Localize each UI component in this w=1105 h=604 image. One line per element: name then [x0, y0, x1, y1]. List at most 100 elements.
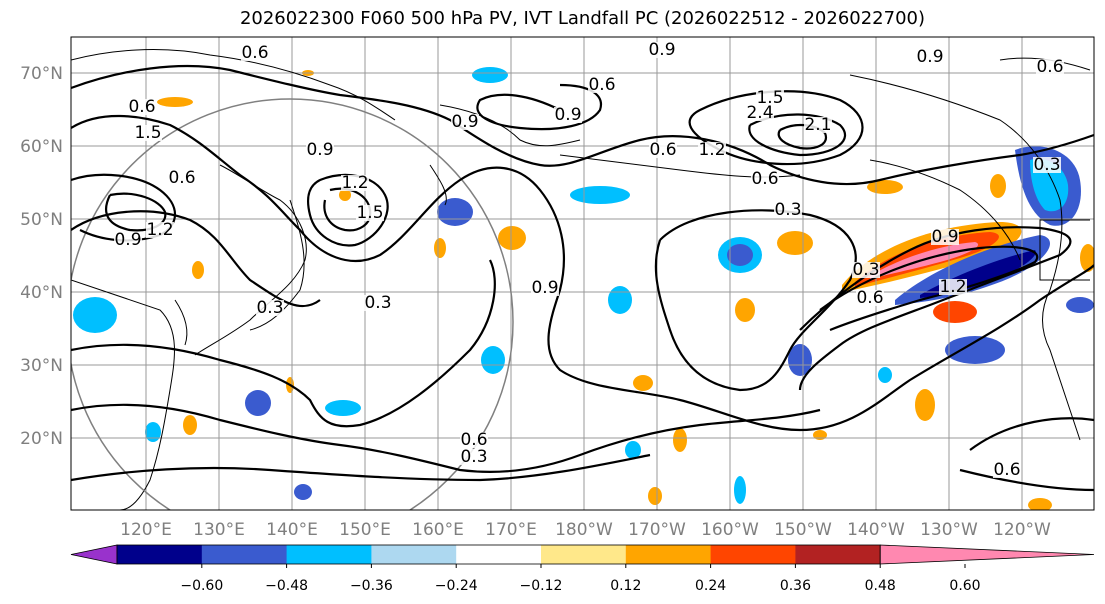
contour-label: 0.3 — [460, 447, 487, 467]
contour-label: 2.1 — [804, 115, 831, 135]
contour-label: 0.3 — [1033, 155, 1060, 175]
colorbar-tick-label: −0.24 — [435, 578, 478, 594]
contour-label-bg — [128, 99, 156, 115]
contour-label: 0.9 — [648, 40, 675, 60]
lon-label: 160°E — [412, 520, 464, 540]
contour-label-bg — [531, 280, 559, 296]
pv-contours — [71, 65, 1094, 492]
contour-label-bg — [931, 229, 959, 245]
lon-label: 120°E — [120, 520, 172, 540]
lat-label: 50°N — [20, 210, 63, 230]
contour-label-bg — [134, 125, 162, 141]
contour-label-bg — [649, 142, 677, 158]
positive-anomaly-blob — [434, 238, 446, 258]
negative-anomaly-blob — [325, 400, 361, 416]
lat-label: 30°N — [20, 356, 63, 376]
contour-label-bg — [356, 205, 384, 221]
lat-label: 20°N — [20, 429, 63, 449]
lon-label: 180°W — [555, 520, 613, 540]
contour-label: 1.2 — [341, 173, 368, 193]
contour-label-bg — [364, 295, 392, 311]
positive-anomaly-blob — [673, 428, 687, 452]
contour-label: 0.6 — [460, 430, 487, 450]
contour-label-bg — [698, 142, 726, 158]
contour-label: 0.9 — [531, 278, 558, 298]
colorbar-segment — [541, 545, 627, 564]
positive-anomaly-blob — [735, 298, 755, 322]
positive-anomaly-blob — [933, 301, 977, 323]
contour-label-bg — [746, 105, 774, 121]
lon-label: 140°W — [847, 520, 905, 540]
contour-label-bg — [146, 222, 174, 238]
contour-label: 1.2 — [698, 140, 725, 160]
contour-label: 0.3 — [852, 260, 879, 280]
contour-label-bg — [852, 262, 880, 278]
lon-label: 140°E — [266, 520, 318, 540]
contour-label: 2.4 — [746, 103, 773, 123]
positive-anomaly-blob — [192, 261, 204, 279]
contour-label-bg — [774, 202, 802, 218]
negative-anomaly-blob — [734, 476, 746, 504]
lon-label: 150°W — [774, 520, 832, 540]
graticule — [71, 37, 1094, 510]
lon-label: 170°W — [628, 520, 686, 540]
region-circle — [71, 98, 514, 510]
positive-anomaly-blob — [633, 375, 653, 391]
colorbar-segment — [286, 545, 372, 564]
map-border — [70, 36, 1095, 511]
contour-label-bg — [256, 300, 284, 316]
negative-anomaly-blob — [437, 198, 473, 226]
contour-label: 0.9 — [306, 140, 333, 160]
contour-labels: 0.60.60.91.21.50.60.91.21.50.90.60.90.61… — [114, 40, 1064, 480]
contour-label-bg — [648, 42, 676, 58]
contour-label-bg — [306, 142, 334, 158]
negative-anomaly-blob — [788, 344, 812, 376]
colorbar-extend-max — [879, 544, 1095, 565]
contour-label: 1.5 — [356, 203, 383, 223]
lon-label: 130°W — [920, 520, 978, 540]
lon-label: 120°W — [993, 520, 1051, 540]
contour-label: 0.9 — [451, 112, 478, 132]
colorbar-tick-label: −0.60 — [180, 578, 223, 594]
contour-label-bg — [451, 114, 479, 130]
contour-label: 0.6 — [649, 140, 676, 160]
contour-label-bg — [1036, 59, 1064, 75]
contour-label: 0.9 — [554, 105, 581, 125]
positive-anomaly-blob — [648, 487, 662, 505]
colorbar-segment — [795, 545, 881, 564]
contour-label: 0.3 — [364, 293, 391, 313]
negative-anomaly-blob — [294, 484, 312, 500]
negative-anomaly-blob — [1066, 297, 1094, 313]
contour-label-bg — [751, 171, 779, 187]
colorbar-segment — [456, 545, 542, 564]
contour-label-bg — [460, 432, 488, 448]
contour-label-bg — [341, 175, 369, 191]
contour-label-bg — [168, 170, 196, 186]
contour-label-bg — [1033, 157, 1061, 173]
lon-label: 150°E — [339, 520, 391, 540]
contour-label: 0.6 — [241, 43, 268, 63]
contour-label: 0.6 — [993, 460, 1020, 480]
colorbar-extend-min — [70, 544, 118, 565]
chart-title: 2026022300 F060 500 hPa PV, IVT Landfall… — [239, 8, 926, 29]
contour-label-bg — [916, 49, 944, 65]
contour-label-bg — [554, 107, 582, 123]
negative-anomaly-blob — [245, 390, 271, 416]
positive-anomaly-blob — [915, 389, 935, 421]
colorbar-segment — [625, 545, 712, 564]
contour-label: 1.2 — [939, 277, 966, 297]
negative-anomaly-blob — [727, 244, 753, 266]
colorbar-segment — [371, 545, 457, 564]
contour-label: 0.6 — [588, 75, 615, 95]
contour-label-bg — [939, 279, 967, 295]
contour-label: 1.2 — [146, 220, 173, 240]
contour-label: 0.9 — [114, 230, 141, 250]
lon-label: 170°E — [485, 520, 537, 540]
colorbar-outline — [116, 544, 881, 565]
contour-label: 1.5 — [134, 123, 161, 143]
positive-anomaly-blob — [1028, 498, 1052, 510]
positive-anomaly-blob — [339, 189, 351, 201]
positive-anomaly-blob — [157, 97, 193, 107]
contour-label-bg — [241, 45, 269, 61]
lat-label: 70°N — [20, 64, 63, 84]
